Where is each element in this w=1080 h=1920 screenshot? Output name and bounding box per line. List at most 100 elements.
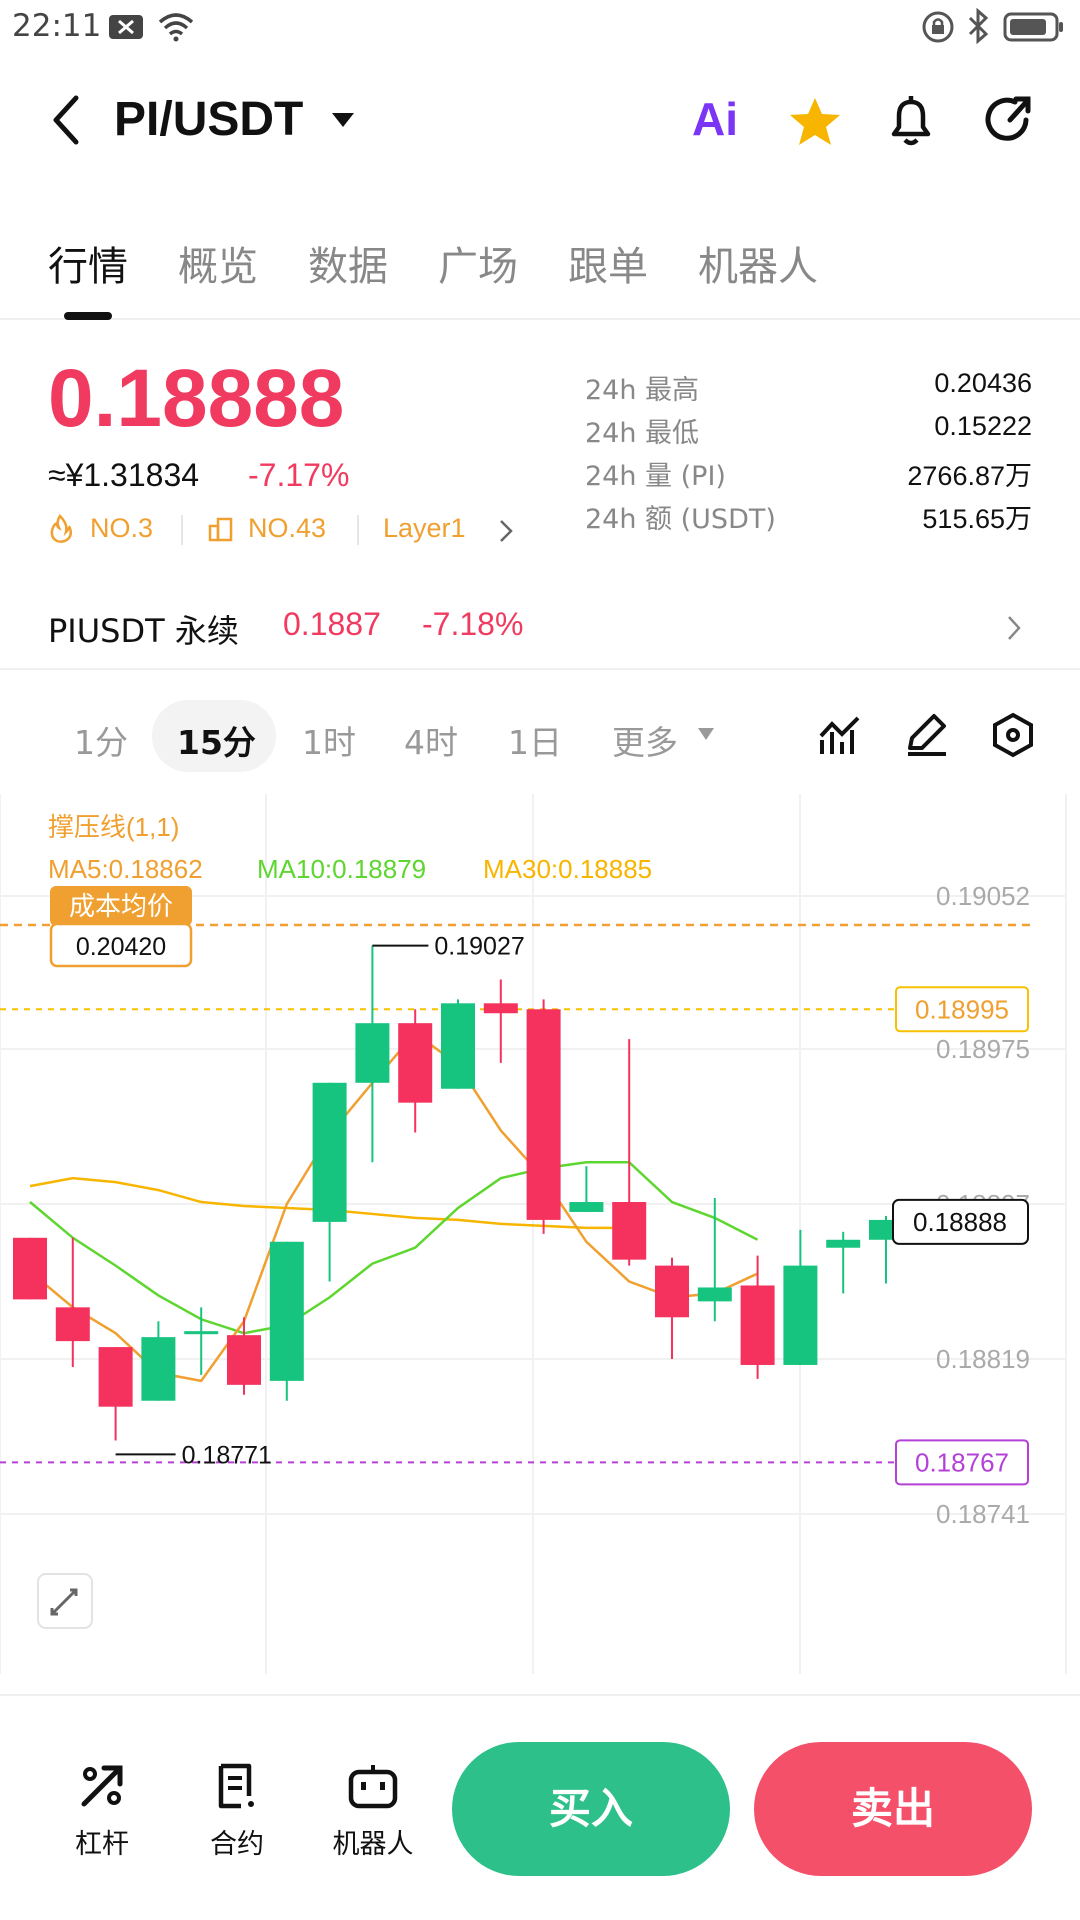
bell-icon[interactable] [886,94,936,148]
support-tag [895,1439,1029,1486]
stat-high-label: 24h 最高 [585,375,700,406]
main-tabs: 行情 概览 数据 广场 跟单 机器人 [0,230,1080,320]
status-bar: 22:11 [0,0,1080,56]
ma10-line [29,1161,759,1335]
ma-lines [29,1031,759,1383]
tab-overview[interactable]: 概览 [178,244,258,290]
low-marker-value: 0.18771 [182,1441,272,1469]
battery-icon [1003,12,1063,42]
chevron-right-icon[interactable] [498,518,514,544]
support-value: 0.18767 [915,1447,1009,1477]
price-change: -7.17% [248,457,350,493]
pair-dropdown-icon[interactable] [330,110,356,130]
bot-label: 机器人 [332,1829,414,1860]
candles [13,945,903,1441]
back-arrow-icon[interactable] [48,94,84,146]
ma5-label: MA5:0.18862 [48,854,203,884]
buy-button[interactable]: 买入 [452,1742,730,1876]
timeframe-4h[interactable]: 4时 [404,723,458,762]
y-axis-label: 0.18819 [936,1344,1030,1374]
perpetual-price: 0.1887 [283,606,381,642]
draw-pen-icon[interactable] [904,712,950,758]
ma5-line [29,1031,759,1383]
tab-data[interactable]: 数据 [308,244,388,290]
candle-down [612,1202,647,1260]
cost-average-value: 0.20420 [76,933,166,961]
more-dropdown-icon[interactable] [696,726,716,742]
candle-up [355,1023,390,1083]
candle-up [697,1287,732,1302]
cost-average-label: 成本均价 [69,891,173,921]
rotation-lock-icon [922,11,954,43]
ai-assistant-button[interactable]: Ai [692,93,738,145]
bot-button[interactable]: 机器人 [308,1762,438,1861]
last-price: 0.18888 [48,353,345,444]
resistance-value: 0.18995 [915,994,1009,1024]
candle-down [398,1023,433,1103]
timeframe-15m[interactable]: 15分 [177,723,256,762]
tab-square[interactable]: 广场 [438,244,518,290]
candle-down [227,1335,261,1385]
rank-market-cap[interactable]: NO.43 [248,513,327,543]
perpetual-row[interactable]: PIUSDT 永续 0.1887 -7.18% [0,590,1080,670]
y-axis-label: 0.18975 [936,1034,1030,1064]
pair-title[interactable]: PI/USDT [114,93,304,146]
stat-high-value: 0.20436 [934,368,1032,398]
stat-low-value: 0.15222 [934,411,1032,441]
tab-market[interactable]: 行情 [48,244,128,290]
rank-hot[interactable]: NO.3 [90,513,154,543]
y-axis-label: 0.19052 [936,881,1030,911]
candle-down [483,1003,518,1014]
timeframe-1d[interactable]: 1日 [508,723,562,762]
kline-chart-svg[interactable]: 撑压线(1,1) MA5:0.18862 MA10:0.18879 MA30:0… [0,794,1080,1674]
sector-tag[interactable]: Layer1 [383,513,466,543]
price-markers: 0.19027 0.18771 0.18888 [115,933,1029,1469]
candle-up [569,1202,604,1212]
y-axis-label: 0.18741 [936,1499,1030,1529]
candle-up [783,1265,818,1365]
candle-down [526,1009,561,1220]
timeframe-more[interactable]: 更多 [612,723,678,762]
candle-up [441,1003,475,1089]
bot-icon [348,1765,398,1809]
cost-average-tag [50,886,192,926]
expand-icon[interactable] [50,1588,78,1616]
timeframe-1m[interactable]: 1分 [74,723,128,762]
perpetual-change: -7.18% [422,606,524,642]
stat-amount-value: 515.65万 [922,504,1032,534]
ma30-label: MA30:0.18885 [483,854,652,884]
high-marker-value: 0.19027 [434,933,524,961]
tab-bot[interactable]: 机器人 [698,244,818,290]
bottom-action-bar: 杠杆 合约 机器人 买入 卖出 [0,1694,1080,1920]
divider [181,515,183,545]
contract-button[interactable]: 合约 [172,1762,302,1861]
current-price-tag [892,1198,1029,1245]
resistance-tag [895,986,1029,1033]
tab-copy-trading[interactable]: 跟单 [568,244,648,290]
candle-down [740,1285,775,1365]
chevron-right-icon[interactable] [1006,614,1022,642]
share-icon[interactable] [982,94,1034,146]
kline-chart[interactable]: 撑压线(1,1) MA5:0.18862 MA10:0.18879 MA30:0… [0,794,1080,1674]
market-cap-icon [208,517,233,542]
candle-down [13,1237,47,1300]
active-tab-indicator [64,312,112,320]
leverage-button[interactable]: 杠杆 [37,1762,167,1861]
perpetual-name: PIUSDT 永续 [48,612,239,650]
cny-price: ≈¥1.31834 [48,457,200,493]
indicator-icon[interactable] [818,714,864,758]
sell-button[interactable]: 卖出 [754,1742,1032,1876]
stat-volume-label: 24h 量 (PI) [585,461,726,492]
stat-volume-value: 2766.87万 [907,461,1032,491]
contract-label: 合约 [210,1829,264,1860]
bluetooth-icon [968,8,989,44]
star-icon[interactable] [788,96,842,148]
notification-blocked-icon [109,15,143,39]
candle-down [655,1265,689,1318]
candle-up [141,1337,176,1401]
cost-average-box [49,922,193,968]
settings-hexagon-icon[interactable] [990,712,1036,758]
active-timeframe-pill [152,700,276,772]
timeframe-1h[interactable]: 1时 [302,723,356,762]
candle-up [312,1082,347,1222]
